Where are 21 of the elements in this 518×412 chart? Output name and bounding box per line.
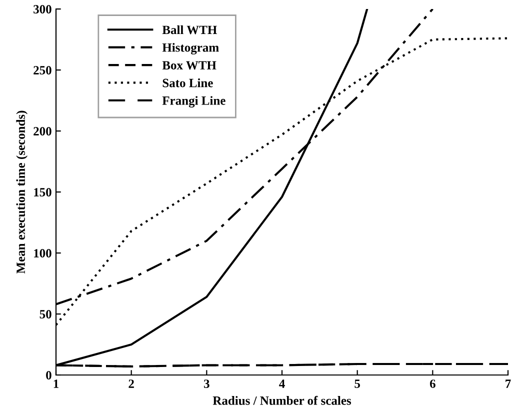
y-tick-label: 300 [34,5,52,14]
legend-label: Histogram [162,42,219,54]
x-axis-title: Radius / Number of scales [212,396,352,405]
x-tick-label: 1 [54,380,58,388]
x-tick-label: 7 [506,380,511,388]
legend-label: Ball WTH [162,25,217,34]
legend-label: Sato Line [162,78,213,88]
x-tick-label: 4 [279,380,285,388]
x-tick-label: 5 [354,380,360,388]
y-axis-title: Mean execution time (seconds) [16,110,28,274]
x-tick-label: 3 [204,380,210,388]
y-tick-label: 50 [40,310,52,318]
y-tick-label: 150 [34,188,52,196]
y-tick-label: 0 [46,371,52,380]
x-tick-label: 2 [128,380,134,388]
y-tick-label: 100 [34,249,52,258]
y-tick-label: 200 [34,127,52,136]
legend-label: Box WTH [162,61,216,70]
legend-label: Frangi Line [162,96,226,108]
x-tick-label: 6 [430,380,436,388]
y-tick-label: 250 [34,66,52,74]
